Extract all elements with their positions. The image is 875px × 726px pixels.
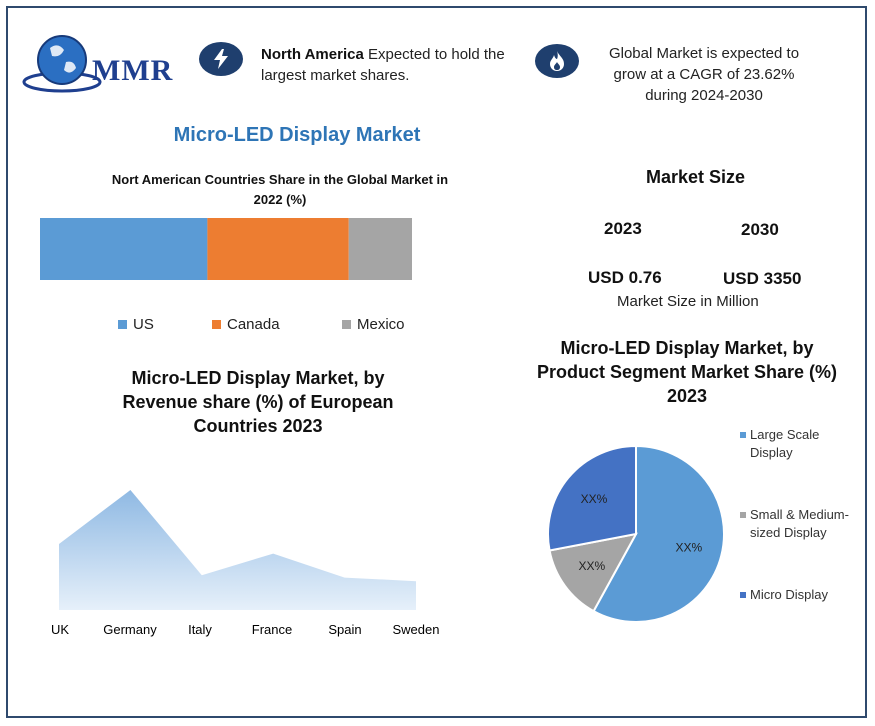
stacked-bar-legend: US Canada Mexico: [118, 316, 418, 336]
legend-label-mexico: Mexico: [357, 316, 405, 333]
pie-slice-2: [548, 532, 638, 613]
pie-legend-dot-large: [740, 432, 746, 438]
market-size-year-end: 2030: [741, 220, 779, 239]
area-chart: UK Germany Italy France Spain Sweden: [51, 490, 440, 637]
highlight-cagr: Global Market is expected to grow at a C…: [608, 45, 800, 104]
legend-label-us: US: [133, 316, 154, 333]
pie-legend-item-small: Small & Medium-sized Display: [740, 506, 860, 542]
highlight-bold: North America: [261, 46, 364, 63]
legend-swatch-canada: [212, 320, 221, 329]
area-series: [59, 490, 416, 610]
logo-text: MMR: [92, 54, 174, 87]
pie-label-3: XX%: [581, 492, 608, 506]
pie-legend-label-small: Small & Medium-sized Display: [750, 507, 849, 540]
x-tick-uk: UK: [51, 622, 69, 637]
pie-slice-3: [547, 444, 637, 552]
market-size-year-start: 2023: [604, 219, 642, 238]
lightning-badge: [199, 42, 243, 76]
x-tick-germany: Germany: [103, 622, 157, 637]
legend-swatch-us: [118, 320, 127, 329]
stacked-bar-title: Nort American Countries Share in the Glo…: [111, 172, 449, 207]
market-size-value-end: USD 3350: [723, 269, 802, 288]
pie-legend-label-large: Large Scale Display: [750, 427, 820, 460]
lightning-icon: [214, 49, 228, 69]
highlight-text: Expected to hold the largest market shar…: [261, 46, 505, 84]
area-chart-title: Micro-LED Display Market, by Revenue sha…: [122, 368, 394, 436]
infographic-frame: [6, 6, 867, 718]
globe-icon: [22, 35, 102, 93]
pie-chart: XX% XX% XX%: [547, 444, 725, 623]
flame-badge: [535, 44, 579, 78]
pie-label-2: XX%: [579, 559, 606, 573]
logo: MMR: [22, 26, 182, 96]
page-title: Micro-LED Display Market: [173, 124, 421, 146]
legend-mexico: Mexico: [342, 316, 405, 333]
pie-legend-label-micro: Micro Display: [750, 587, 829, 602]
legend-swatch-mexico: [342, 320, 351, 329]
stacked-bar-chart: [40, 218, 412, 280]
pie-legend-dot-micro: [740, 592, 746, 598]
highlight-north-america: North America Expected to hold the large…: [261, 44, 523, 86]
market-size-title: Market Size: [646, 167, 746, 187]
bar-segment-us: [40, 218, 208, 280]
pie-slice-1: [592, 444, 725, 623]
market-size-value-start: USD 0.76: [588, 268, 662, 287]
pie-legend-item-micro: Micro Display: [740, 586, 860, 604]
x-tick-spain: Spain: [328, 622, 361, 637]
x-tick-france: France: [252, 622, 292, 637]
pie-legend-dot-small: [740, 512, 746, 518]
bar-segment-mexico: [348, 218, 412, 280]
legend-label-canada: Canada: [227, 316, 280, 333]
legend-canada: Canada: [212, 316, 280, 333]
x-tick-sweden: Sweden: [393, 622, 440, 637]
pie-legend-item-large: Large Scale Display: [740, 426, 860, 462]
legend-us: US: [118, 316, 154, 333]
pie-chart-title: Micro-LED Display Market, by Product Seg…: [536, 338, 838, 406]
flame-icon: [550, 51, 564, 71]
bar-segment-canada: [207, 218, 349, 280]
pie-label-1: XX%: [676, 541, 703, 555]
market-size-note: Market Size in Million: [617, 293, 759, 310]
x-tick-italy: Italy: [188, 622, 212, 637]
